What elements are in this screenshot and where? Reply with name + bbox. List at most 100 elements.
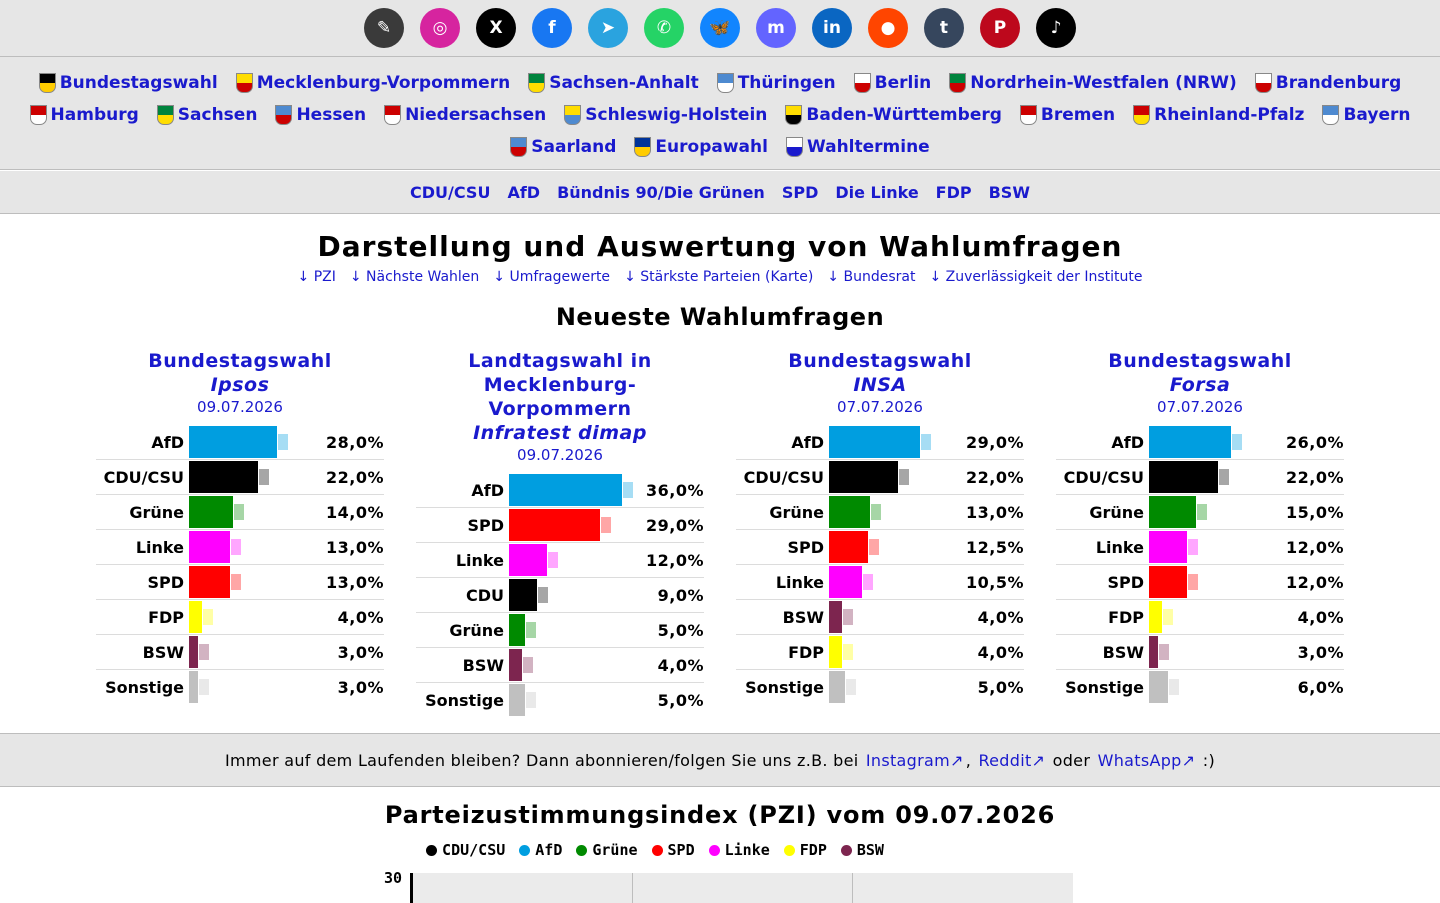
party-nav-link[interactable]: AfD [507, 182, 541, 202]
state-link[interactable]: Bremen [1019, 105, 1115, 125]
state-link[interactable]: Thüringen [716, 73, 836, 93]
result-bar [1149, 601, 1162, 633]
tumblr-icon[interactable]: t [924, 8, 964, 48]
previous-value-marker [871, 504, 881, 520]
state-link[interactable]: Bundestagswahl [38, 73, 218, 93]
pinterest-icon[interactable]: P [980, 8, 1020, 48]
party-name: Linke [775, 572, 824, 592]
previous-value-marker [526, 622, 536, 638]
poll-row: SPD 12,5% [736, 530, 1024, 565]
parties-nav: CDU/CSU AfD Bündnis 90/Die Grünen SPD Die Li… [0, 170, 1440, 214]
result-bar [509, 544, 547, 576]
telegram-icon[interactable]: ➤ [588, 8, 628, 48]
state-link[interactable]: Sachsen-Anhalt [528, 73, 699, 93]
poll-header[interactable]: Bundestagswahl Forsa 07.07.2026 [1056, 349, 1344, 417]
state-label: Wahltermine [806, 137, 930, 157]
state-link[interactable]: Europawahl [634, 137, 768, 157]
poll-row: BSW 4,0% [736, 600, 1024, 635]
party-value: 28,0% [325, 432, 384, 452]
whatsapp-icon[interactable]: ✆ [644, 8, 684, 48]
states-row: Hamburg Sachsen Hessen Niedersachsen Schlesw… [0, 99, 1440, 131]
bar-area [829, 671, 955, 703]
poll-row: FDP 4,0% [96, 600, 384, 635]
reddit-link[interactable]: Reddit↗ [978, 750, 1046, 770]
poll-card: Bundestagswahl INSA 07.07.2026 AfD 29,0% CDU/… [736, 349, 1024, 717]
poll-election: Bundestagswahl [1108, 350, 1292, 372]
party-nav-link[interactable]: Bündnis 90/Die Grünen [557, 182, 765, 202]
states-row: Saarland Europawahl Wahltermine [0, 131, 1440, 163]
state-label: Saarland [531, 137, 617, 157]
follow-or: oder [1052, 750, 1091, 770]
poll-header[interactable]: Bundestagswahl INSA 07.07.2026 [736, 349, 1024, 417]
state-link[interactable]: Nordrhein-Westfalen (NRW) [949, 73, 1237, 93]
party-nav-link[interactable]: FDP [935, 182, 972, 202]
state-link[interactable]: Baden-Württemberg [785, 105, 1002, 125]
result-bar [189, 636, 198, 668]
bar-area [829, 461, 955, 493]
state-link[interactable]: Niedersachsen [384, 105, 546, 125]
legend-label: Grüne [592, 841, 638, 859]
party-nav-link[interactable]: BSW [988, 182, 1030, 202]
app-icon[interactable]: ✎ [364, 8, 404, 48]
state-link[interactable]: Brandenburg [1254, 73, 1401, 93]
mastodon-icon[interactable]: m [756, 8, 796, 48]
state-link[interactable]: Wahltermine [785, 137, 930, 157]
state-label: Baden-Württemberg [806, 105, 1002, 125]
state-link[interactable]: Hessen [275, 105, 366, 125]
party-value: 22,0% [1285, 467, 1344, 487]
instagram-icon[interactable]: ◎ [420, 8, 460, 48]
state-link[interactable]: Hamburg [29, 105, 139, 125]
party-nav-link[interactable]: Die Linke [835, 182, 919, 202]
party-value: 6,0% [1297, 677, 1344, 697]
x-icon[interactable]: X [476, 8, 516, 48]
party-value: 4,0% [1297, 607, 1344, 627]
toc-link[interactable]: ↓ Zuverlässigkeit der Institute [929, 269, 1143, 285]
poll-card: Landtagswahl in Mecklenburg-Vorpommern In… [416, 349, 704, 717]
state-link[interactable]: Mecklenburg-Vorpommern [235, 73, 510, 93]
linkedin-icon[interactable]: in [812, 8, 852, 48]
previous-value-marker [203, 609, 213, 625]
poll-header[interactable]: Landtagswahl in Mecklenburg-Vorpommern In… [416, 349, 704, 465]
poll-row: Sonstige 6,0% [1056, 670, 1344, 704]
coat-of-arms-icon [235, 73, 253, 93]
poll-row: BSW 3,0% [96, 635, 384, 670]
previous-value-marker [601, 517, 611, 533]
toc-link[interactable]: ↓ Stärkste Parteien (Karte) [624, 269, 814, 285]
instagram-link[interactable]: Instagram↗ [865, 750, 964, 770]
state-link[interactable]: Berlin [853, 73, 931, 93]
poll-row: Linke 10,5% [736, 565, 1024, 600]
coat-of-arms-icon [1019, 105, 1037, 125]
toc-link[interactable]: ↓ Bundesrat [827, 269, 916, 285]
party-name: BSW [1102, 642, 1144, 662]
party-nav-link[interactable]: SPD [781, 182, 819, 202]
toc-link[interactable]: ↓ Nächste Wahlen [349, 269, 480, 285]
toc-link[interactable]: ↓ Umfragewerte [493, 269, 611, 285]
party-value: 3,0% [1297, 642, 1344, 662]
toc-link[interactable]: ↓ PZI [297, 269, 336, 285]
bar-area [509, 649, 635, 681]
party-nav-link[interactable]: CDU/CSU [410, 182, 491, 202]
bluesky-icon[interactable]: 🦋 [700, 8, 740, 48]
state-link[interactable]: Bayern [1322, 105, 1410, 125]
whatsapp-link[interactable]: WhatsApp↗ [1097, 750, 1196, 770]
facebook-icon[interactable]: f [532, 8, 572, 48]
party-value: 4,0% [657, 655, 704, 675]
state-link[interactable]: Rheinland-Pfalz [1133, 105, 1304, 125]
reddit-icon[interactable]: ● [868, 8, 908, 48]
party-value: 12,5% [965, 537, 1024, 557]
legend-dot-icon [708, 844, 720, 856]
coat-of-arms-icon [785, 137, 803, 157]
state-label: Sachsen [177, 105, 258, 125]
party-name: FDP [148, 607, 184, 627]
party-name: Linke [455, 550, 504, 570]
state-link[interactable]: Sachsen [156, 105, 258, 125]
party-name: Grüne [449, 620, 504, 640]
coat-of-arms-icon [1254, 73, 1272, 93]
state-link[interactable]: Schleswig-Holstein [564, 105, 767, 125]
state-link[interactable]: Saarland [510, 137, 616, 157]
party-value: 12,0% [645, 550, 704, 570]
poll-header[interactable]: Bundestagswahl Ipsos 09.07.2026 [96, 349, 384, 417]
party-name: Grüne [769, 502, 824, 522]
tiktok-icon[interactable]: ♪ [1036, 8, 1076, 48]
